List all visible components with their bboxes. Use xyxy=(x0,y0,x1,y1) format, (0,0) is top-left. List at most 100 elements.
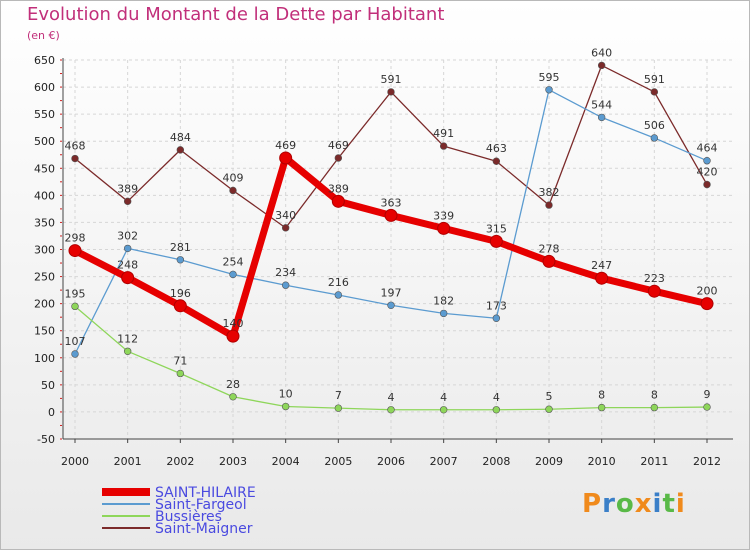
data-point xyxy=(71,302,79,311)
data-label: 389 xyxy=(328,182,349,195)
data-label: 339 xyxy=(433,209,454,222)
data-label: 107 xyxy=(65,335,86,348)
data-point xyxy=(173,299,187,313)
data-label: 281 xyxy=(170,241,191,254)
y-tick-label: 650 xyxy=(34,54,55,67)
data-label: 506 xyxy=(644,119,665,132)
data-label: 640 xyxy=(591,46,612,59)
x-tick-label: 2010 xyxy=(588,455,616,468)
x-tick-label: 2009 xyxy=(535,455,563,468)
data-point xyxy=(437,221,451,235)
data-label: 420 xyxy=(697,166,718,179)
data-point xyxy=(334,154,343,162)
data-label: 4 xyxy=(388,391,395,404)
y-tick-label: 400 xyxy=(34,189,55,202)
x-tick-label: 2000 xyxy=(61,455,89,468)
data-label: 7 xyxy=(335,389,342,402)
data-point xyxy=(387,406,395,414)
data-label: 5 xyxy=(546,390,553,403)
data-point xyxy=(597,403,606,412)
data-label: 195 xyxy=(65,287,86,300)
y-tick-label: 600 xyxy=(34,81,55,94)
y-tick-label: 300 xyxy=(34,244,55,257)
data-label: 9 xyxy=(704,388,711,401)
data-point xyxy=(439,309,448,318)
data-point xyxy=(492,406,501,414)
x-tick-label: 2011 xyxy=(640,455,668,468)
data-point xyxy=(281,402,290,411)
data-point xyxy=(68,244,82,258)
x-tick-label: 2003 xyxy=(219,455,247,468)
y-tick-label: 150 xyxy=(34,325,55,338)
logo-letter: r xyxy=(602,489,616,519)
data-label: 8 xyxy=(651,389,658,402)
data-point xyxy=(489,234,503,248)
data-point xyxy=(545,201,553,209)
data-label: 112 xyxy=(117,332,138,345)
y-tick-label: 500 xyxy=(34,135,55,148)
logo-letter: o xyxy=(615,489,635,519)
legend-label: Saint-Maigner xyxy=(155,521,253,537)
data-point xyxy=(281,281,290,289)
x-tick-label: 2002 xyxy=(166,455,194,468)
data-point xyxy=(71,350,79,358)
x-tick-label: 2006 xyxy=(377,455,405,468)
chart-title: Evolution du Montant de la Dette par Hab… xyxy=(27,4,445,25)
data-point xyxy=(492,157,501,165)
data-point xyxy=(650,88,659,96)
data-point xyxy=(334,404,343,412)
data-label: 591 xyxy=(381,73,402,86)
data-label: 247 xyxy=(591,259,612,272)
x-tick-label: 2012 xyxy=(693,455,721,468)
y-tick-label: 550 xyxy=(34,108,55,121)
data-point xyxy=(176,369,185,378)
data-label: 491 xyxy=(433,127,454,140)
data-label: 469 xyxy=(328,139,349,152)
data-label: 8 xyxy=(598,389,605,402)
data-label: 28 xyxy=(226,378,240,391)
data-point xyxy=(703,403,711,411)
data-label: 200 xyxy=(697,285,718,298)
data-label: 389 xyxy=(117,182,138,195)
data-label: 382 xyxy=(539,186,560,199)
data-point xyxy=(281,224,290,232)
data-point xyxy=(229,393,237,401)
legend-label: Bussières xyxy=(155,509,222,525)
data-label: 315 xyxy=(486,222,507,235)
data-point xyxy=(703,180,711,189)
data-point xyxy=(121,271,135,285)
chart-unit-label: (en €) xyxy=(27,29,60,42)
data-point xyxy=(71,154,79,163)
data-label: 4 xyxy=(440,391,447,404)
y-tick-label: 100 xyxy=(34,352,55,365)
data-label: 196 xyxy=(170,287,191,300)
data-point xyxy=(597,61,606,70)
data-label: 469 xyxy=(275,139,296,152)
data-point xyxy=(384,208,398,222)
data-label: 363 xyxy=(381,196,402,209)
data-point xyxy=(176,256,185,264)
data-point xyxy=(545,86,553,94)
data-label: 223 xyxy=(644,272,665,285)
data-label: 544 xyxy=(591,98,612,111)
legend-label: SAINT-HILAIRE xyxy=(155,485,256,501)
data-point xyxy=(331,194,345,208)
data-label: 254 xyxy=(223,255,244,268)
y-tick-label: 350 xyxy=(34,216,55,229)
data-label: 197 xyxy=(381,286,402,299)
x-tick-label: 2007 xyxy=(430,455,458,468)
data-label: 409 xyxy=(223,171,244,184)
data-point xyxy=(650,403,659,412)
legend-label: Saint-Fargeol xyxy=(155,497,247,513)
data-point xyxy=(123,197,132,206)
data-point xyxy=(545,405,553,413)
data-label: 298 xyxy=(65,232,86,245)
data-label: 595 xyxy=(539,71,560,84)
logo-letter: x xyxy=(634,489,653,519)
data-label: 302 xyxy=(117,229,138,242)
data-label: 216 xyxy=(328,276,349,289)
y-tick-label: 50 xyxy=(41,379,55,392)
data-point xyxy=(597,113,606,122)
data-label: 468 xyxy=(65,140,86,153)
data-label: 464 xyxy=(697,142,718,155)
